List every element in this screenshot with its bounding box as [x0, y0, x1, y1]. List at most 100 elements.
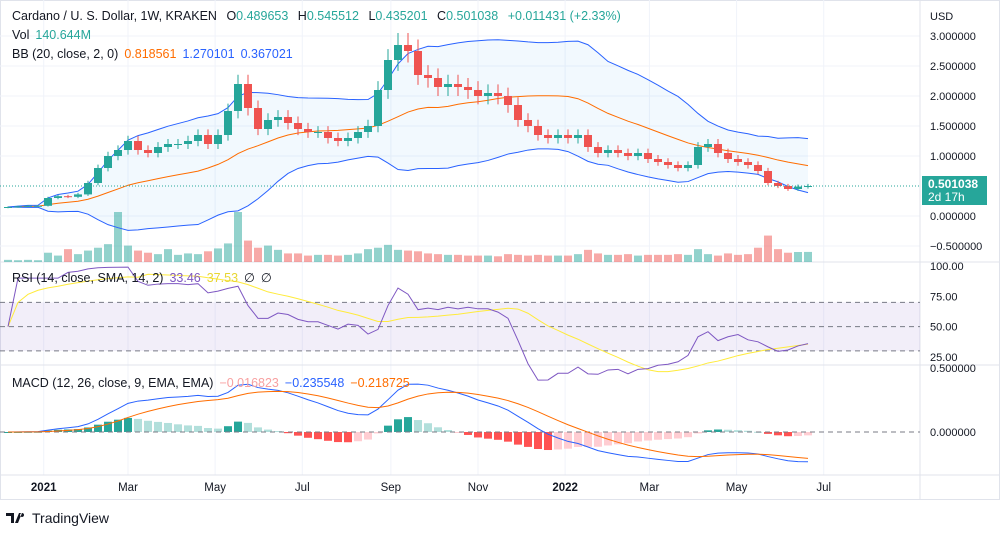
volume-bar — [194, 254, 202, 262]
macd-histogram-bar — [414, 420, 422, 432]
macd-histogram-bar — [224, 426, 232, 432]
volume-bar — [634, 255, 642, 262]
volume-bar — [354, 253, 362, 262]
candle-body — [274, 117, 282, 120]
macd-histogram-bar — [794, 432, 802, 437]
brand-name: TradingView — [32, 510, 110, 526]
candle-body — [314, 132, 322, 133]
macd-histogram-bar — [474, 432, 482, 438]
macd-histogram-bar — [84, 427, 92, 432]
volume-bar — [184, 253, 192, 262]
candle-body — [614, 150, 622, 153]
bb-basis-value: 0.818561 — [124, 47, 177, 61]
rsi-tick-label: 25.00 — [930, 352, 958, 364]
time-tick-label: Sep — [381, 482, 401, 494]
candle-body — [564, 135, 572, 138]
volume-bar — [404, 250, 412, 262]
candle-body — [804, 186, 812, 187]
candle-body — [454, 84, 462, 87]
volume-bar — [254, 247, 262, 262]
volume-bar — [654, 254, 662, 262]
candle-body — [14, 206, 22, 208]
candle-body — [644, 153, 652, 159]
macd-histogram-bar — [714, 429, 722, 432]
volume-bar — [344, 254, 352, 262]
macd-histogram-bar — [464, 432, 472, 435]
bb-upper-value: 1.270101 — [182, 47, 235, 61]
volume-bar — [494, 256, 502, 262]
last-price-badge: 0.501038 2d 17h — [922, 176, 987, 205]
macd-histogram-bar — [434, 427, 442, 432]
macd-histogram-bar — [104, 421, 112, 432]
volume-bar — [154, 254, 162, 262]
price-tick-label: 0.000000 — [930, 211, 976, 223]
volume-bar — [34, 260, 42, 262]
macd-legend: MACD (12, 26, close, 9, EMA, EMA) −0.0168… — [12, 376, 416, 390]
macd-histogram-bar — [544, 432, 552, 451]
bb-lower-line — [7, 148, 809, 231]
rsi-line — [7, 266, 809, 381]
candle-body — [674, 165, 682, 168]
volume-bar — [784, 252, 792, 262]
macd-histogram-bar — [74, 429, 82, 432]
volume-bar — [24, 259, 32, 262]
time-tick-label: 2021 — [31, 482, 57, 494]
rsi-tick-label: 100.00 — [930, 261, 964, 273]
tradingview-logo[interactable]: TradingView — [6, 510, 109, 526]
rsi-sma-line — [7, 273, 809, 373]
candle-body — [294, 123, 302, 129]
volume-bar — [474, 255, 482, 262]
time-tick-label: 2022 — [552, 482, 578, 494]
macd-histogram-bar — [144, 420, 152, 432]
candle-body — [344, 138, 352, 141]
candle-body — [574, 135, 582, 138]
candle-body — [124, 141, 132, 150]
candle-body — [64, 196, 72, 198]
candle-body — [284, 117, 292, 123]
volume-bar — [324, 254, 332, 262]
symbol-legend: Cardano / U. S. Dollar, 1W, KRAKEN O0.48… — [12, 9, 627, 23]
candle-body — [174, 144, 182, 145]
candle-body — [474, 90, 482, 96]
time-tick-label: Nov — [468, 482, 489, 494]
price-tick-label: 2.000000 — [930, 91, 976, 103]
volume-bar — [534, 254, 542, 262]
macd-histogram-bar — [214, 428, 222, 432]
candle-body — [654, 159, 662, 162]
candle-body — [94, 168, 102, 183]
volume-bar — [594, 253, 602, 262]
volume-legend: Vol 140.644M — [12, 28, 97, 42]
volume-bar — [514, 254, 522, 262]
last-price: 0.501038 — [928, 177, 979, 191]
macd-histogram-bar — [554, 432, 562, 450]
candle-body — [394, 45, 402, 60]
low-label: L — [368, 9, 376, 23]
volume-bar — [694, 249, 702, 262]
macd-histogram-bar — [524, 432, 532, 447]
macd-histogram-bar — [334, 432, 342, 443]
close-label: C — [437, 9, 447, 23]
price-tick-label: 3.000000 — [930, 31, 976, 43]
volume-bar — [304, 255, 312, 262]
price-tick-label: 1.500000 — [930, 121, 976, 133]
volume-bar — [204, 251, 212, 262]
candle-body — [434, 78, 442, 87]
volume-bar — [314, 254, 322, 262]
rsi-label: RSI (14, close, SMA, 14, 2) — [12, 271, 164, 285]
macd-histogram-bar — [244, 422, 252, 432]
tradingview-logo-icon — [6, 513, 25, 523]
candle-body — [424, 75, 432, 78]
candle-body — [494, 93, 502, 96]
candle-body — [464, 87, 472, 90]
change-value: +0.011431 (+2.33%) — [507, 9, 621, 23]
volume-bar — [794, 252, 802, 262]
volume-bar — [134, 250, 142, 262]
volume-bar — [684, 254, 692, 262]
volume-bar — [174, 254, 182, 262]
volume-bar — [294, 253, 302, 262]
candle-body — [114, 150, 122, 156]
candle-body — [184, 141, 192, 144]
candle-body — [34, 205, 42, 207]
macd-histogram-bar — [94, 424, 102, 432]
